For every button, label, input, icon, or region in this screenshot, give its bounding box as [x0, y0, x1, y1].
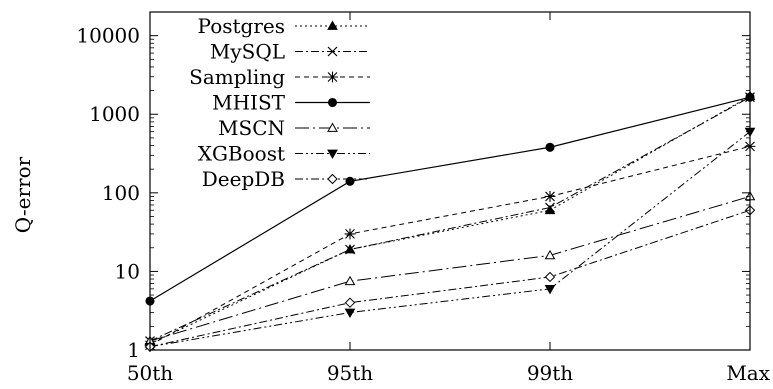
- legend-label: DeepDB: [202, 167, 285, 191]
- legend-marker: [327, 71, 338, 83]
- x-tick-label: 95th: [327, 361, 373, 385]
- series-mscn-line: [149, 195, 751, 342]
- legend-marker: [327, 20, 338, 30]
- series-xgboost-point: [544, 284, 556, 295]
- y-axis-title: Q-error: [11, 156, 35, 233]
- series-postgres-line: [149, 95, 751, 345]
- legend-xgboost: XGBoost: [198, 142, 370, 166]
- series-mscn-point: [344, 275, 356, 286]
- y-tick-label: 10000: [76, 24, 140, 48]
- legend-label: MSCN: [218, 116, 285, 140]
- series-sampling-line: [149, 145, 751, 346]
- legend-label: XGBoost: [198, 142, 285, 166]
- legend-marker: [327, 173, 338, 185]
- series-deepdb-line: [149, 209, 751, 348]
- legend-postgres: Postgres: [198, 14, 370, 38]
- legend-marker: [327, 46, 338, 57]
- x-tick-label: 99th: [527, 361, 573, 385]
- legend-label: Sampling: [189, 65, 285, 89]
- series-mscn-point: [544, 249, 556, 260]
- legend-label: MySQL: [210, 40, 285, 64]
- legend-marker: [327, 97, 338, 108]
- series-mysql-point: [345, 244, 355, 255]
- plot-frame: [149, 11, 751, 351]
- series-mysql-point: [545, 202, 555, 213]
- legend-marker: [327, 122, 338, 132]
- x-tick-label: Max: [726, 361, 770, 385]
- legend-mscn: MSCN: [218, 116, 370, 140]
- y-tick-label: 1000: [89, 102, 140, 126]
- y-tick-label: 100: [102, 181, 140, 205]
- legend-sampling: Sampling: [189, 65, 370, 89]
- series-mysql-line: [149, 96, 751, 342]
- series-xgboost-line: [149, 131, 751, 348]
- series-sampling-point: [544, 191, 556, 202]
- series-mhist-line: [149, 96, 751, 302]
- axes-layer: 1 10 100 1000 10000 50th 95th 99th Max: [76, 11, 771, 385]
- legend-marker: [327, 149, 338, 160]
- x-tick-label: 50th: [127, 361, 173, 385]
- y-tick-label: 1: [127, 338, 140, 362]
- series-mhist-point: [545, 142, 555, 152]
- legend-mhist: MHIST: [212, 91, 370, 115]
- series-xgboost-point: [344, 308, 356, 319]
- legend-label: MHIST: [212, 91, 286, 115]
- legend-deepdb: DeepDB: [202, 167, 370, 191]
- y-tick-label: 10: [115, 259, 140, 283]
- series-deepdb-point: [344, 297, 356, 308]
- series-sampling-point: [344, 228, 356, 240]
- legend: PostgresMySQLSamplingMHISTMSCNXGBoostDee…: [189, 14, 370, 191]
- plot-layer: [144, 90, 756, 353]
- legend-mysql: MySQL: [210, 40, 370, 64]
- legend-label: Postgres: [198, 14, 285, 38]
- series-deepdb-point: [544, 271, 556, 283]
